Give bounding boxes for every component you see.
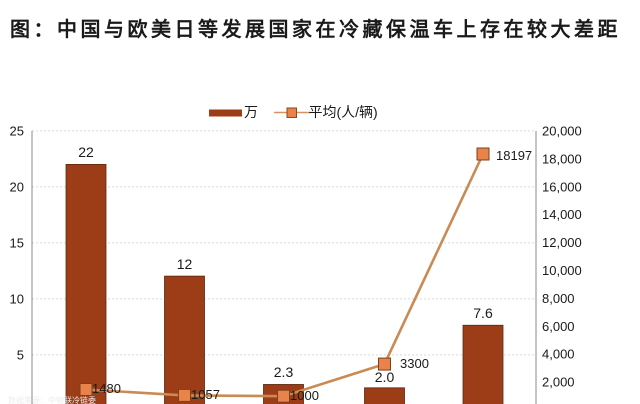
svg-text:25: 25 (10, 124, 24, 139)
svg-text:14,000: 14,000 (542, 207, 582, 222)
svg-text:10: 10 (10, 292, 24, 307)
svg-text:7.6: 7.6 (473, 305, 493, 321)
svg-text:18197: 18197 (496, 148, 532, 163)
svg-text:3300: 3300 (400, 356, 429, 371)
svg-text:万: 万 (244, 104, 258, 120)
svg-text:12,000: 12,000 (542, 235, 582, 250)
svg-text:15: 15 (10, 236, 24, 251)
svg-text:1480: 1480 (92, 381, 121, 396)
svg-text:22: 22 (78, 144, 94, 160)
svg-text:4,000: 4,000 (542, 347, 575, 362)
svg-text:18,000: 18,000 (542, 151, 582, 166)
svg-text:8,000: 8,000 (542, 291, 575, 306)
svg-text:2,000: 2,000 (542, 375, 575, 390)
svg-text:1057: 1057 (191, 387, 220, 402)
svg-text:数据来源：中物联冷链委: 数据来源：中物联冷链委 (8, 395, 96, 404)
svg-text:12: 12 (177, 256, 193, 272)
svg-text:1000: 1000 (290, 388, 319, 403)
svg-text:2.3: 2.3 (274, 364, 294, 380)
svg-text:10,000: 10,000 (542, 263, 582, 278)
svg-text:20: 20 (10, 180, 24, 195)
svg-text:16,000: 16,000 (542, 179, 582, 194)
svg-text:5: 5 (17, 348, 24, 363)
svg-text:20,000: 20,000 (542, 124, 582, 139)
svg-text:6,000: 6,000 (542, 319, 575, 334)
svg-text:2.0: 2.0 (375, 369, 395, 385)
svg-text:平均(人/辆): 平均(人/辆) (309, 104, 378, 120)
